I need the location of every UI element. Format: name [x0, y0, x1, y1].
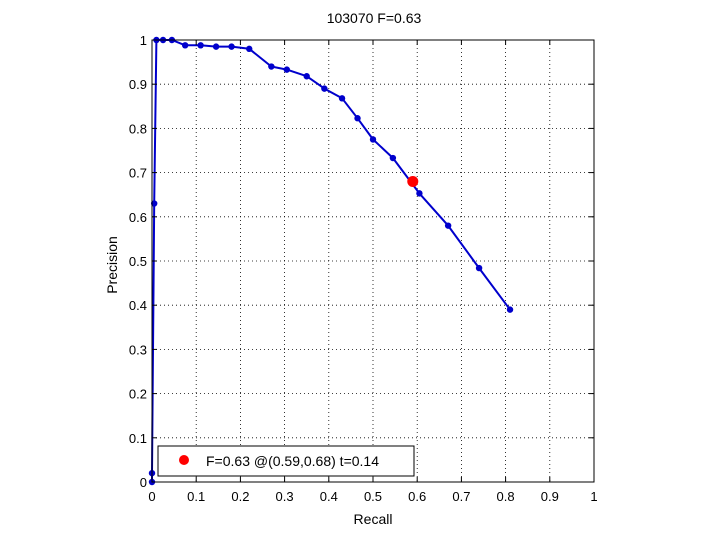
legend-box	[157, 445, 415, 477]
best-f-point	[407, 175, 419, 187]
pr-curve-point	[506, 306, 514, 313]
y-tick-label: 0.3	[129, 342, 147, 357]
pr-curve-point	[268, 63, 275, 70]
pr-curve-point	[181, 42, 189, 49]
pr-curve-point	[416, 190, 423, 197]
y-tick-label: 0.2	[129, 387, 147, 402]
y-tick-label: 1	[140, 33, 147, 48]
y-tick-label: 0.9	[129, 77, 147, 92]
legend-marker	[179, 455, 189, 465]
pr-curve-point	[283, 66, 291, 73]
x-tick-label: 0.1	[187, 489, 205, 504]
legend-label: F=0.63 @(0.59,0.68) t=0.14	[206, 453, 379, 469]
x-tick-label: 0.8	[497, 489, 515, 504]
x-tick-label: 0.6	[408, 489, 426, 504]
pr-curve-point	[151, 200, 158, 207]
x-tick-label: 0.3	[276, 489, 294, 504]
pr-curve-point	[369, 136, 377, 143]
x-tick-label: 0.2	[231, 489, 249, 504]
x-axis-label: Recall	[354, 511, 393, 527]
pr-curve-point	[338, 95, 346, 102]
x-tick-label: 0.4	[320, 489, 338, 504]
y-tick-label: 0.6	[129, 210, 147, 225]
y-tick-label: 0.5	[129, 254, 147, 269]
legend: F=0.63 @(0.59,0.68) t=0.14	[157, 445, 415, 477]
y-tick-label: 0	[140, 475, 147, 490]
y-tick-label: 0.1	[129, 431, 147, 446]
pr-curve-point	[228, 43, 235, 50]
pr-curve-point	[212, 43, 220, 50]
x-tick-label: 0.7	[452, 489, 470, 504]
grid	[152, 40, 594, 482]
x-tick-label: 1	[590, 489, 597, 504]
pr-curve-point	[321, 85, 328, 92]
y-tick-label: 0.8	[129, 121, 147, 136]
y-tick-label: 0.4	[129, 298, 147, 313]
pr-curve-point	[246, 45, 253, 53]
x-tick-label: 0.5	[364, 489, 382, 504]
pr-curve-point	[354, 115, 361, 122]
x-tick-label: 0.9	[541, 489, 559, 504]
ticks: 0 0.1 0.2 0.3 0.4 0.5 0.6 0.7 0.8 0.9 1 0 0.1 0.2 0.3 0…	[129, 33, 598, 504]
y-axis-label: Precision	[104, 236, 120, 294]
pr-curve-point	[475, 264, 483, 272]
x-tick-label: 0	[148, 489, 155, 504]
pr-curve-point	[444, 222, 452, 229]
pr-curve-point	[389, 154, 397, 162]
pr-curve-point	[197, 42, 204, 49]
pr-curve-point	[303, 73, 310, 80]
y-tick-label: 0.7	[129, 166, 147, 181]
chart-title: 103070 F=0.63	[327, 10, 422, 26]
